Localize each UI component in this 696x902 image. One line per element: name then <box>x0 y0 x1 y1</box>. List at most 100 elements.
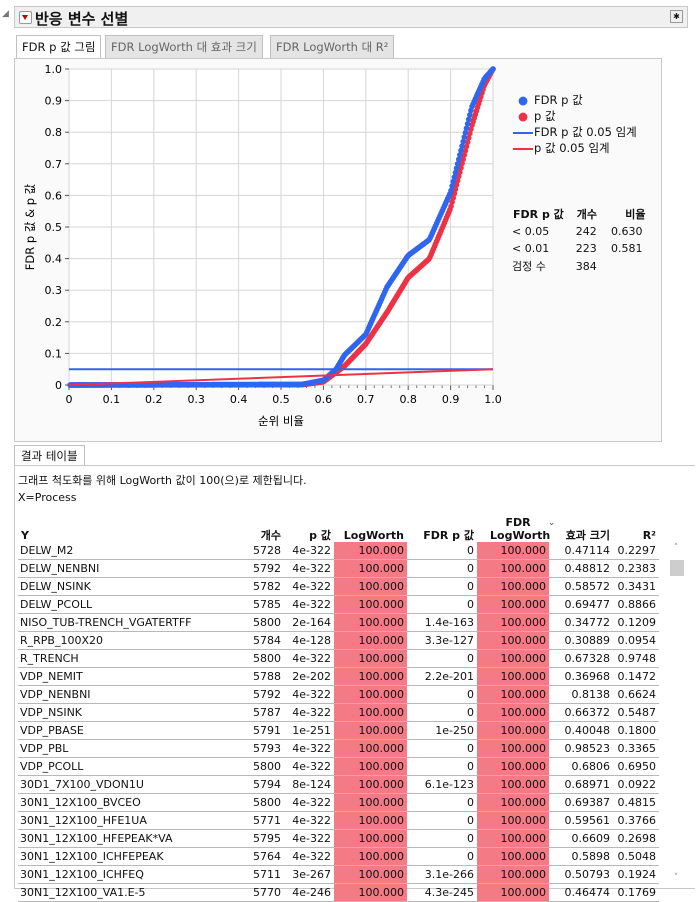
cell-effect-size: 0.8138 <box>549 685 613 704</box>
cell-effect-size: 0.47114 <box>549 542 613 560</box>
cell-logworth: 100.000 <box>334 883 407 902</box>
table-row[interactable]: VDP_PCOLL 5800 4e-322 100.000 0 100.000 0.6806… <box>18 757 659 776</box>
cell-y: DELW_NSINK <box>18 577 244 596</box>
table-row[interactable]: DELW_PCOLL 5785 4e-322 100.000 0 100.000 0.694… <box>18 595 659 614</box>
disclosure-icon[interactable]: ◢ <box>2 9 9 19</box>
pin-icon[interactable]: ✱ <box>670 10 683 23</box>
table-row[interactable]: VDP_NENBNI 5792 4e-322 100.000 0 100.000 0.813… <box>18 685 659 704</box>
cell-pvalue: 3e-267 <box>284 865 334 884</box>
tab-fdr-pvalue-plot[interactable]: FDR p 값 그림 <box>16 35 102 59</box>
p-value-point <box>454 177 461 184</box>
p-value-point <box>467 130 473 137</box>
fdr-pvalue-point <box>454 161 461 167</box>
table-row[interactable]: VDP_NSINK 5787 4e-322 100.000 0 100.000 0.6637… <box>18 703 659 722</box>
chart-legend: ● FDR p 값 ● p 값 FDR p 값 0.05 임계 p 값 0.05 임… <box>512 92 637 156</box>
tab-fdr-logworth-effect[interactable]: FDR LogWorth 대 효과 크기 <box>105 35 263 58</box>
cell-count: 5784 <box>244 631 284 650</box>
table-row[interactable]: 30D1_7X100_VDON1U 5794 8e-124 100.000 6.1e-1… <box>18 775 659 794</box>
cell-fdr-pvalue: 0 <box>407 847 477 866</box>
cell-r2: 0.5487 <box>613 703 659 722</box>
scrollbar-thumb[interactable] <box>670 560 684 576</box>
cell-fdr-pvalue: 0 <box>407 685 477 704</box>
col-fdr-logworth[interactable]: FDR LogWorth ⌄ <box>490 516 555 542</box>
cell-count: 5787 <box>244 703 284 722</box>
cell-pvalue: 4e-322 <box>284 757 334 776</box>
tab-fdr-logworth-r2[interactable]: FDR LogWorth 대 R² <box>270 35 395 58</box>
table-row[interactable]: R_RPB_100X20 5784 4e-128 100.000 3.3e-127 100… <box>18 631 659 650</box>
table-row[interactable]: VDP_NEMIT 5788 2e-202 100.000 2.2e-201 100.00… <box>18 667 659 686</box>
stats-row: < 0.01 223 0.581 <box>512 241 643 255</box>
cell-count: 5792 <box>244 685 284 704</box>
table-row[interactable]: 30N1_12X100_ICHFEPEAK 5764 4e-322 100.000 0 1… <box>18 847 659 866</box>
red-triangle-menu-icon[interactable] <box>19 11 32 24</box>
table-row[interactable]: NISO_TUB-TRENCH_VGATERTFF 5800 2e-164 100.0… <box>18 613 659 632</box>
fdr-pvalue-point <box>490 66 496 72</box>
x-tick-label: 0.1 <box>103 393 121 406</box>
col-r2[interactable]: R² <box>642 529 656 542</box>
cell-logworth: 100.000 <box>334 667 407 686</box>
table-row[interactable]: R_TRENCH 5800 4e-322 100.000 0 100.000 0.67328… <box>18 649 659 668</box>
cell-fdr-logworth: 100.000 <box>477 542 549 560</box>
cell-y: DELW_PCOLL <box>18 595 244 614</box>
cell-effect-size: 0.5898 <box>549 847 613 866</box>
cell-fdr-pvalue: 0 <box>407 793 477 812</box>
x-tick-label: 0.7 <box>357 393 375 406</box>
table-row[interactable]: DELW_NSINK 5782 4e-322 100.000 0 100.000 0.585… <box>18 577 659 596</box>
tab-results-table[interactable]: 결과 테이블 <box>14 445 85 466</box>
col-count[interactable]: 개수 <box>260 529 281 542</box>
p-value-point <box>461 152 468 158</box>
table-row[interactable]: 30N1_12X100_HFE1UA 5771 4e-322 100.000 0 100.… <box>18 811 659 830</box>
cell-count: 5771 <box>244 811 284 830</box>
cell-logworth: 100.000 <box>334 757 407 776</box>
col-effect-size[interactable]: 효과 크기 <box>565 529 610 542</box>
cell-logworth: 100.000 <box>334 577 407 596</box>
cell-r2: 0.1472 <box>613 667 659 686</box>
cell-logworth: 100.000 <box>334 631 407 650</box>
cell-logworth: 100.000 <box>334 685 407 704</box>
table-row[interactable]: DELW_NENBNI 5792 4e-322 100.000 0 100.000 0.48… <box>18 559 659 578</box>
cell-r2: 0.2698 <box>613 829 659 848</box>
col-pvalue[interactable]: p 값 <box>309 529 331 542</box>
table-row[interactable]: 30N1_12X100_ICHFEQ 5711 3e-267 100.000 3.1e-… <box>18 865 659 884</box>
x-axis-label: 순위 비율 <box>258 414 304 428</box>
legend-item-fdr: ● FDR p 값 <box>512 92 637 108</box>
p-value-point <box>459 160 465 167</box>
cell-count: 5794 <box>244 775 284 794</box>
cell-fdr-logworth: 100.000 <box>477 829 549 848</box>
fdr-pvalue-point <box>462 129 469 136</box>
cell-y: NISO_TUB-TRENCH_VGATERTFF <box>18 613 244 632</box>
fdr-pvalue-point <box>463 125 470 132</box>
cell-r2: 0.3365 <box>613 739 659 758</box>
col-fdr-pvalue[interactable]: FDR p 값 <box>423 529 474 542</box>
scroll-up-icon[interactable]: ˄ <box>673 543 679 553</box>
scroll-down-icon[interactable]: ˅ <box>673 873 679 883</box>
cell-r2: 0.0922 <box>613 775 659 794</box>
table-row[interactable]: 30N1_12X100_VA1.E-5 5770 4e-246 100.000 4.3e… <box>18 883 659 902</box>
fdr-pvalue-point <box>451 174 458 180</box>
cell-count: 5770 <box>244 883 284 902</box>
col-logworth[interactable]: LogWorth <box>343 529 404 542</box>
cell-pvalue: 4e-322 <box>284 595 334 614</box>
cell-logworth: 100.000 <box>334 739 407 758</box>
table-row[interactable]: 30N1_12X100_BVCEO 5800 4e-322 100.000 0 100.0… <box>18 793 659 812</box>
table-row[interactable]: 30N1_12X100_HFEPEAK*VA 5795 4e-322 100.000 0… <box>18 829 659 848</box>
cell-logworth: 100.000 <box>334 811 407 830</box>
cell-fdr-logworth: 100.000 <box>477 847 549 866</box>
cell-count: 5800 <box>244 613 284 632</box>
table-row[interactable]: VDP_PBASE 5791 1e-251 100.000 1e-250 100.000 0… <box>18 721 659 740</box>
table-scrollbar[interactable]: ˄ ˅ <box>668 543 684 883</box>
cell-fdr-logworth: 100.000 <box>477 811 549 830</box>
x-variable-label: X=Process <box>18 491 77 504</box>
cell-effect-size: 0.6609 <box>549 829 613 848</box>
legend-item-p-threshold: p 값 0.05 임계 <box>512 140 637 156</box>
cell-y: VDP_PBL <box>18 739 244 758</box>
results-table: Y 개수 p 값 LogWorth FDR p 값 FDR LogWorth ⌄ … <box>18 510 659 902</box>
cell-fdr-pvalue: 0 <box>407 829 477 848</box>
cell-y: VDP_NEMIT <box>18 667 244 686</box>
cell-count: 5795 <box>244 829 284 848</box>
col-y[interactable]: Y <box>21 529 29 542</box>
cell-fdr-pvalue: 2.2e-201 <box>407 667 477 686</box>
table-row[interactable]: VDP_PBL 5793 4e-322 100.000 0 100.000 0.98523 0… <box>18 739 659 758</box>
table-row[interactable]: DELW_M2 5728 4e-322 100.000 0 100.000 0.47114 0… <box>18 542 659 560</box>
p-threshold-line <box>68 368 494 386</box>
